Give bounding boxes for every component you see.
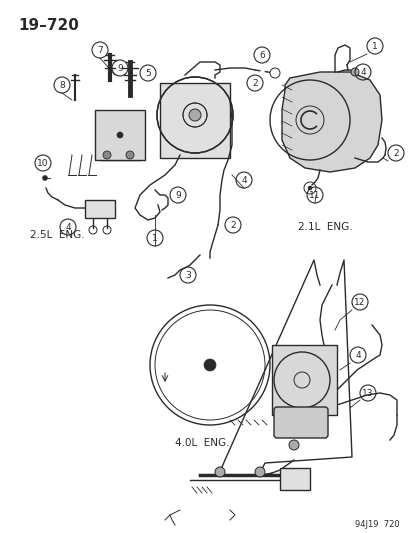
Text: 2: 2 [252,78,257,87]
Text: 5: 5 [145,69,150,77]
Circle shape [103,151,111,159]
FancyBboxPatch shape [85,200,115,218]
Text: 6: 6 [259,51,264,60]
Text: 2: 2 [392,149,398,157]
FancyBboxPatch shape [95,110,145,160]
Text: 10: 10 [37,158,49,167]
Text: 4.0L  ENG.: 4.0L ENG. [175,438,229,448]
Text: 2: 2 [230,221,235,230]
Circle shape [254,467,264,477]
FancyBboxPatch shape [159,83,230,158]
Text: 11: 11 [309,190,320,199]
Text: 3: 3 [185,271,190,279]
Circle shape [307,186,311,190]
Text: 4: 4 [359,68,365,77]
Circle shape [126,151,134,159]
Circle shape [117,132,123,138]
Text: 9: 9 [117,63,123,72]
Circle shape [189,109,201,121]
Text: 19–720: 19–720 [18,18,79,33]
Text: 2.1L  ENG.: 2.1L ENG. [297,222,352,232]
Text: 7: 7 [97,45,102,54]
Circle shape [288,440,298,450]
Text: 12: 12 [354,297,365,306]
Polygon shape [281,72,381,172]
Text: 1: 1 [152,233,157,243]
Text: 4: 4 [241,175,246,184]
Circle shape [214,467,224,477]
FancyBboxPatch shape [279,468,309,490]
Text: 4: 4 [65,222,71,231]
FancyBboxPatch shape [273,407,327,438]
Circle shape [350,68,358,76]
Text: 2.5L  ENG.: 2.5L ENG. [30,230,84,240]
Text: 94J19  720: 94J19 720 [354,520,399,529]
FancyBboxPatch shape [271,345,336,415]
Text: 1: 1 [371,42,377,51]
Text: 8: 8 [59,80,65,90]
Circle shape [204,359,216,371]
Text: 4: 4 [354,351,360,359]
Circle shape [43,175,47,181]
Text: 13: 13 [361,389,373,398]
Text: 9: 9 [175,190,180,199]
